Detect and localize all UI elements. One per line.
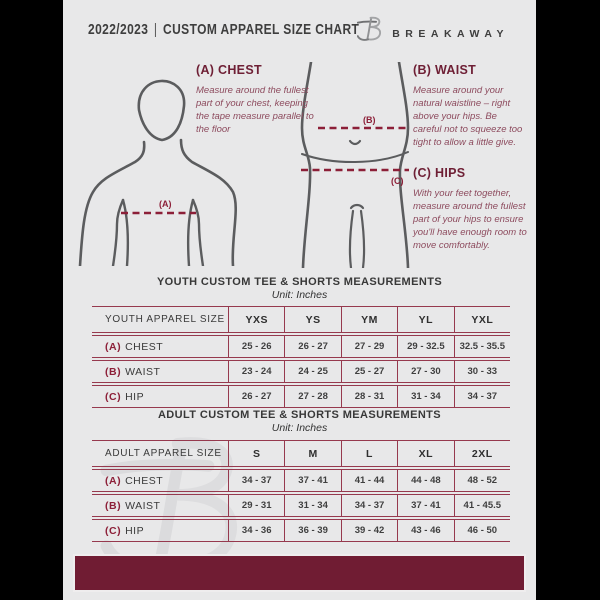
row-prefix: (C) [105,390,122,403]
cell: 34 - 37 [453,385,510,408]
title-text: CUSTOM APPAREL SIZE CHART [163,21,360,38]
row-prefix: (B) [105,365,122,378]
table-row: (A) CHEST 25 - 26 26 - 27 27 - 29 29 - 32… [92,335,510,358]
size-header: M [284,440,341,467]
brand-name: BREAKAWAY [392,27,509,40]
size-header: 2XL [453,440,510,467]
cell: 41 - 45.5 [453,494,510,517]
page-title: 2022/2023 | CUSTOM APPAREL SIZE CHART [88,21,359,38]
size-chart-page: 2022/2023 | CUSTOM APPAREL SIZE CHART BREA… [63,0,536,600]
footer-accent-bar [73,554,526,592]
row-prefix: (C) [105,524,122,537]
cell: 46 - 50 [453,519,510,542]
youth-unit-label: Unit: Inches [271,289,328,301]
adult-size-table: ADULT APPAREL SIZE S M L XL 2XL (A) CHEST… [92,438,510,544]
row-label: HIP [125,524,145,537]
breakaway-b-logo-icon [357,16,382,41]
cell: 34 - 37 [228,469,285,492]
cell: 25 - 27 [340,360,398,383]
cell: 31 - 34 [284,494,341,517]
size-header: YS [284,306,341,333]
size-header: S [228,440,285,467]
size-header: YM [340,306,398,333]
cell: 25 - 26 [228,335,285,358]
adult-unit-label: Unit: Inches [271,422,328,434]
row-prefix: (B) [105,499,122,512]
brand-lockup: BREAKAWAY [357,14,509,44]
table-row: (B) WAIST 29 - 31 31 - 34 34 - 37 37 - 41… [92,494,510,517]
cell: 44 - 48 [397,469,454,492]
chest-guide: (A) CHEST Measure around the fullest par… [196,63,318,136]
adult-size-col-header: ADULT APPAREL SIZE [92,440,228,467]
row-label: WAIST [125,365,161,378]
chest-guide-heading: (A) CHEST [196,63,262,77]
row-prefix: (A) [105,474,122,487]
cell: 32.5 - 35.5 [453,335,510,358]
table-row: (A) CHEST 34 - 37 37 - 41 41 - 44 44 - 48… [92,469,510,492]
cell: 43 - 46 [397,519,454,542]
cell: 41 - 44 [340,469,398,492]
cell: 36 - 39 [284,519,341,542]
waist-guide-text: Measure around your natural waistline – … [413,85,523,149]
waist-guide: (B) WAIST Measure around your natural wa… [413,63,527,150]
cell: 23 - 24 [228,360,285,383]
table-header-row: YOUTH APPAREL SIZE YXS YS YM YL YXL [92,306,510,333]
cell: 28 - 31 [340,385,398,408]
hips-guide-text: With your feet together, measure around … [413,188,527,252]
cell: 27 - 30 [397,360,454,383]
cell: 24 - 25 [284,360,341,383]
cell: 29 - 31 [228,494,285,517]
cell: 26 - 27 [284,335,341,358]
hips-guide-heading: (C) HIPS [413,166,466,180]
row-label: HIP [125,390,145,403]
cell: 48 - 52 [453,469,510,492]
youth-size-col-header: YOUTH APPAREL SIZE [92,306,228,333]
row-label: WAIST [125,499,161,512]
waist-guide-heading: (B) WAIST [413,63,477,77]
waist-marker-label: (B) [363,115,376,125]
table-row: (C) HIP 26 - 27 27 - 28 28 - 31 31 - 34 3… [92,385,510,408]
adult-section-title: ADULT CUSTOM TEE & SHORTS MEASUREMENTS [157,409,442,421]
row-label: CHEST [125,340,164,353]
cell: 30 - 33 [453,360,510,383]
title-separator: | [153,21,158,38]
table-row: (C) HIP 34 - 36 36 - 39 39 - 42 43 - 46 4… [92,519,510,542]
chest-marker-label: (A) [159,199,172,209]
youth-size-table: YOUTH APPAREL SIZE YXS YS YM YL YXL (A) C… [92,304,510,410]
cell: 27 - 28 [284,385,341,408]
chest-guide-text: Measure around the fullest part of your … [196,85,314,136]
torso-figure-illustration [78,79,237,266]
table-row: (B) WAIST 23 - 24 24 - 25 25 - 27 27 - 30… [92,360,510,383]
cell: 39 - 42 [340,519,398,542]
cell: 34 - 36 [228,519,285,542]
hips-figure-illustration [300,62,410,268]
row-prefix: (A) [105,340,122,353]
title-year: 2022/2023 [88,21,149,38]
cell: 37 - 41 [284,469,341,492]
size-header: L [340,440,398,467]
page-content: 2022/2023 | CUSTOM APPAREL SIZE CHART BREA… [63,0,536,600]
youth-section-title: YOUTH CUSTOM TEE & SHORTS MEASUREMENTS [156,276,443,288]
cell: 27 - 29 [340,335,398,358]
size-header: YXL [453,306,510,333]
hips-guide: (C) HIPS With your feet together, measur… [413,166,535,253]
table-header-row: ADULT APPAREL SIZE S M L XL 2XL [92,440,510,467]
size-header: YL [397,306,454,333]
row-label: CHEST [125,474,164,487]
size-header: YXS [228,306,285,333]
cell: 37 - 41 [397,494,454,517]
hips-marker-label: (C) [391,176,404,186]
cell: 26 - 27 [228,385,285,408]
cell: 31 - 34 [397,385,454,408]
size-header: XL [397,440,454,467]
cell: 29 - 32.5 [397,335,454,358]
cell: 34 - 37 [340,494,398,517]
